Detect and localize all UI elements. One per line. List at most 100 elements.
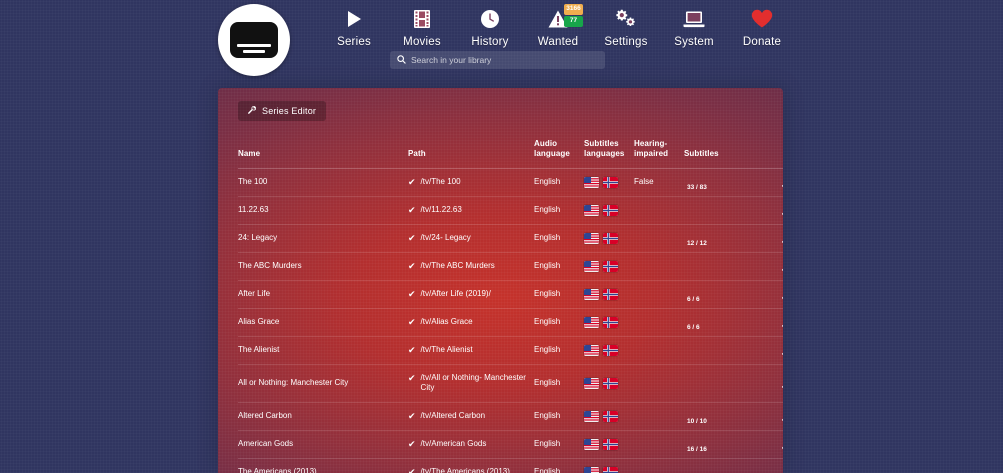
language-pill-en[interactable]: [584, 410, 599, 422]
column-header-actions: [769, 139, 783, 169]
row-wrench-icon[interactable]: [769, 262, 783, 271]
cell-hearing-impaired: [634, 429, 684, 459]
path-text: /tv/American Gods: [420, 438, 487, 448]
nav-item-settings[interactable]: Settings: [592, 6, 660, 48]
language-pill-no[interactable]: [603, 233, 618, 244]
cell-audio-language: English: [534, 224, 584, 253]
row-wrench-icon[interactable]: [769, 234, 783, 243]
search-bar[interactable]: [390, 51, 605, 69]
nav-item-donate[interactable]: Donate: [728, 6, 796, 48]
table-row[interactable]: 11.22.63 ✔ /tv/11.22.63 English: [238, 196, 783, 225]
language-pill-en[interactable]: [584, 205, 599, 216]
row-wrench-icon[interactable]: [769, 318, 783, 327]
check-icon: ✔: [408, 261, 416, 272]
table-row[interactable]: The ABC Murders ✔ /tv/The ABC Murders En…: [238, 252, 783, 281]
path-text: /tv/11.22.63: [420, 205, 462, 215]
language-pill-no[interactable]: [603, 410, 618, 422]
cell-subtitles-languages: [584, 457, 634, 473]
table-row[interactable]: After Life ✔ /tv/After Life (2019)/ Engl…: [238, 280, 783, 309]
nav-item-series[interactable]: Series: [320, 6, 388, 48]
cell-actions: [769, 224, 783, 253]
path-text: /tv/The Americans (2013): [420, 466, 510, 473]
check-icon: ✔: [408, 289, 416, 300]
language-pill-en[interactable]: [584, 317, 599, 328]
cell-subtitles: [684, 196, 769, 225]
table-row[interactable]: American Gods ✔ /tv/American Gods Englis…: [238, 429, 783, 459]
row-wrench-icon[interactable]: [769, 440, 783, 449]
column-header-subtitles-languages[interactable]: Subtitles languages: [584, 139, 625, 158]
table-row[interactable]: 24: Legacy ✔ /tv/24- Legacy English 12 /…: [238, 224, 783, 253]
column-header-audio-language[interactable]: Audio language: [534, 139, 570, 158]
cell-path: ✔ /tv/Alias Grace: [408, 308, 534, 337]
table-row[interactable]: Altered Carbon ✔ /tv/Altered Carbon Engl…: [238, 401, 783, 431]
clock-icon: [480, 6, 500, 32]
language-pill-no[interactable]: [603, 438, 618, 450]
nav-item-movies[interactable]: Movies: [388, 6, 456, 48]
nav-item-label: History: [471, 36, 509, 48]
row-wrench-icon[interactable]: [769, 379, 783, 388]
table-row[interactable]: All or Nothing: Manchester City ✔ /tv/Al…: [238, 364, 783, 403]
row-wrench-icon[interactable]: [769, 206, 783, 215]
column-header-hearing-impaired[interactable]: Hearing-impaired: [634, 139, 669, 158]
table-body: The 100 ✔ /tv/The 100 English False 33 /…: [238, 168, 783, 473]
row-wrench-icon[interactable]: [769, 178, 783, 187]
row-wrench-icon[interactable]: [769, 290, 783, 299]
cell-subtitles: [684, 252, 769, 281]
row-wrench-icon[interactable]: [769, 468, 783, 473]
table-row[interactable]: Alias Grace ✔ /tv/Alias Grace English 6 …: [238, 308, 783, 337]
language-pill-no[interactable]: [603, 466, 618, 473]
nav-item-label: System: [674, 36, 714, 48]
app-logo[interactable]: [218, 4, 290, 76]
path-text: /tv/24- Legacy: [420, 233, 471, 243]
table-row[interactable]: The 100 ✔ /tv/The 100 English False 33 /…: [238, 168, 783, 197]
check-icon: ✔: [408, 345, 416, 356]
language-pill-en[interactable]: [584, 466, 599, 473]
column-header-path[interactable]: Path: [408, 149, 426, 158]
cell-subtitles: 6 / 6: [684, 308, 769, 337]
nav-item-wanted[interactable]: Wanted 3166 77: [524, 4, 592, 48]
table-row[interactable]: The Americans (2013) ✔ /tv/The Americans…: [238, 457, 783, 473]
cell-audio-language: English: [534, 336, 584, 365]
main-nav: Series Movies History Wanted 3166 77 Settings S…: [320, 4, 796, 48]
check-icon: ✔: [408, 317, 416, 328]
column-header-name[interactable]: Name: [238, 149, 261, 158]
language-pill-no[interactable]: [603, 261, 618, 272]
cell-name: The 100: [238, 168, 408, 197]
language-pill-en[interactable]: [584, 177, 599, 188]
path-text: /tv/The Alienist: [420, 345, 473, 355]
language-pill-no[interactable]: [603, 377, 618, 389]
column-header-subtitles[interactable]: Subtitles: [684, 149, 719, 158]
row-wrench-icon[interactable]: [769, 346, 783, 355]
film-icon: [413, 6, 431, 32]
row-wrench-icon[interactable]: [769, 412, 783, 421]
nav-item-history[interactable]: History: [456, 6, 524, 48]
cell-hearing-impaired: [634, 401, 684, 431]
table-row[interactable]: The Alienist ✔ /tv/The Alienist English: [238, 336, 783, 365]
language-pill-en[interactable]: [584, 261, 599, 272]
cell-subtitles: 6 / 6: [684, 280, 769, 309]
language-pill-no[interactable]: [603, 345, 618, 356]
series-editor-label: Series Editor: [262, 106, 317, 116]
cell-path: ✔ /tv/After Life (2019)/: [408, 280, 534, 309]
content-panel: Series Editor Name Path Audio language S…: [218, 88, 783, 473]
language-pill-no[interactable]: [603, 177, 618, 188]
cell-path: ✔ /tv/The ABC Murders: [408, 252, 534, 281]
cell-actions: [769, 429, 783, 459]
search-input[interactable]: [411, 55, 598, 65]
language-pill-en[interactable]: [584, 233, 599, 244]
language-pill-no[interactable]: [603, 317, 618, 328]
cell-audio-language: English: [534, 308, 584, 337]
language-pill-en[interactable]: [584, 377, 599, 389]
cell-subtitles-languages: [584, 429, 634, 459]
check-icon: ✔: [408, 177, 416, 188]
language-pill-en[interactable]: [584, 345, 599, 356]
cell-hearing-impaired: [634, 336, 684, 365]
series-editor-button[interactable]: Series Editor: [238, 101, 327, 121]
nav-item-system[interactable]: System: [660, 6, 728, 48]
cell-name: After Life: [238, 280, 408, 309]
nav-item-label: Series: [337, 36, 371, 48]
language-pill-no[interactable]: [603, 289, 618, 300]
language-pill-en[interactable]: [584, 289, 599, 300]
language-pill-en[interactable]: [584, 438, 599, 450]
language-pill-no[interactable]: [603, 205, 618, 216]
